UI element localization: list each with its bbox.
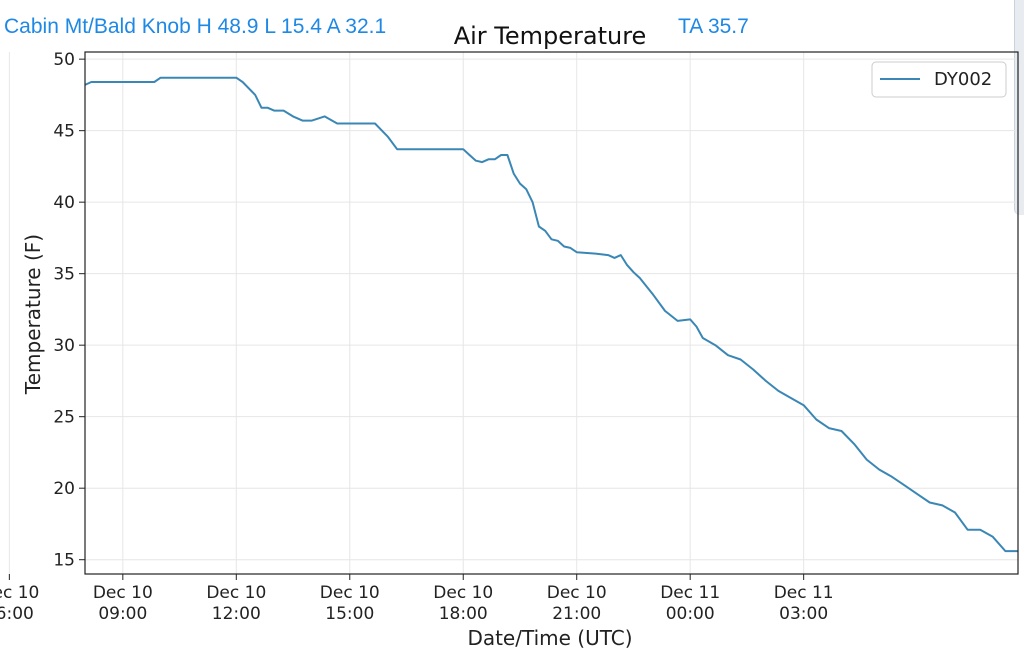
x-tick-label-date: Dec 11	[774, 583, 834, 603]
chart-title: Air Temperature	[454, 22, 647, 50]
x-tick-label-date: Dec 10	[433, 583, 493, 603]
legend-label-dy002: DY002	[934, 69, 992, 90]
station-summary: Cabin Mt/Bald Knob H 48.9 L 15.4 A 32.1	[4, 15, 387, 38]
legend-box	[871, 61, 1007, 98]
y-tick-label: 20	[53, 479, 75, 499]
x-tick-label-time: 00:00	[666, 604, 715, 624]
ta-summary: TA 35.7	[678, 15, 749, 38]
legend: DY002	[871, 61, 1007, 98]
x-tick-label-time: 21:00	[552, 604, 601, 624]
y-axis-title: Temperature (F)	[21, 234, 45, 395]
x-tick-label-time: 12:00	[212, 604, 261, 624]
series-layer	[84, 76, 1018, 553]
series-line-dy002	[84, 76, 1018, 553]
x-tick-label-time: 15:00	[325, 604, 374, 624]
x-tick-label-time: 06:00	[0, 604, 34, 624]
x-tick-label-date: Dec 11	[660, 583, 720, 603]
y-tick-label: 35	[53, 265, 75, 285]
x-tick-label-date: Dec 10	[93, 583, 153, 603]
y-tick-label: 15	[53, 551, 75, 571]
scroll-edge-panel[interactable]	[1014, 0, 1024, 215]
x-tick-label-time: 03:00	[779, 604, 828, 624]
y-tick-label: 45	[53, 122, 75, 142]
y-tick-label: 25	[53, 408, 75, 428]
x-tick-label-date: Dec 10	[206, 583, 266, 603]
x-tick-label-time: 09:00	[98, 604, 147, 624]
x-tick-label-date: Dec 10	[547, 583, 607, 603]
y-axis: 15 20 25 30 35 40 45 50	[53, 50, 85, 571]
x-tick-label-time: 18:00	[439, 604, 488, 624]
y-tick-label: 30	[53, 336, 75, 356]
x-tick-label-date: Dec 10	[0, 583, 39, 603]
y-tick-label: 50	[53, 50, 75, 70]
grid-lines	[8, 52, 1018, 574]
plot-frame	[84, 51, 1019, 575]
x-tick-label-date: Dec 10	[320, 583, 380, 603]
y-tick-label: 40	[53, 193, 75, 213]
x-axis-title: Date/Time (UTC)	[467, 626, 632, 650]
